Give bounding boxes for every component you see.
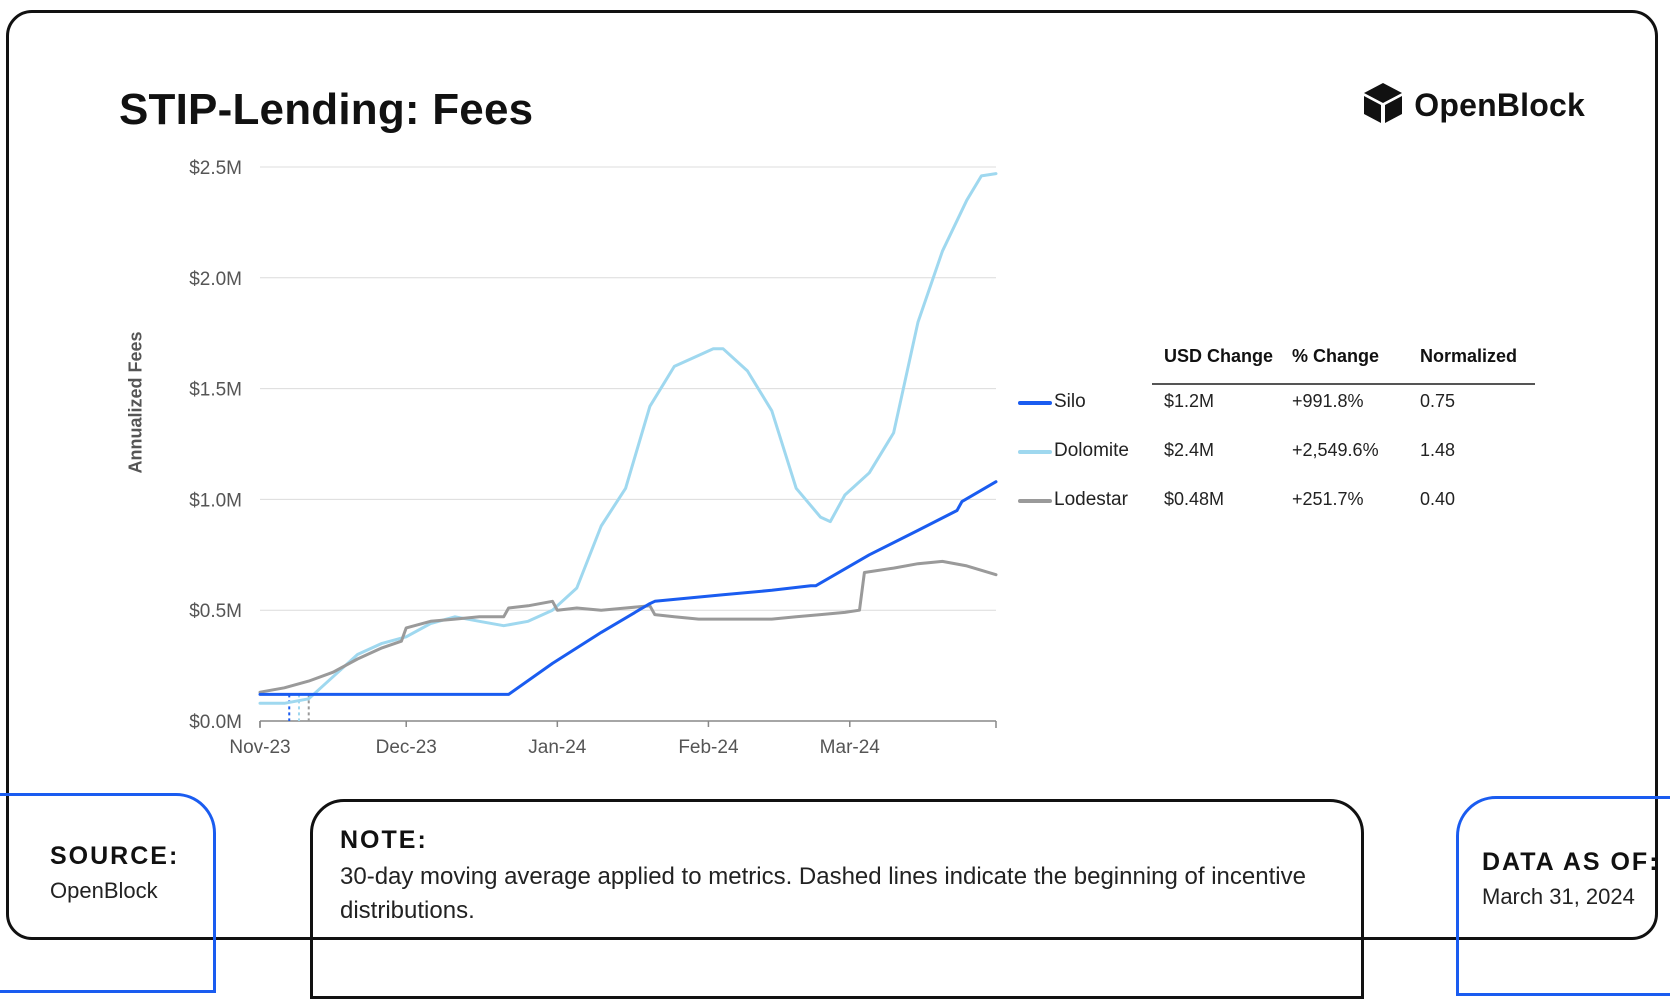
legend-swatch — [1018, 401, 1052, 405]
source-label: SOURCE: — [50, 842, 180, 870]
normalized-cell: 0.40 — [1420, 489, 1456, 509]
legend-label: Dolomite — [1054, 440, 1129, 461]
cube-icon — [1362, 81, 1404, 130]
brand-name: OpenBlock — [1414, 87, 1585, 123]
col-header-usd-change: USD Change — [1164, 346, 1274, 366]
col-header-pct-change: % Change — [1292, 346, 1380, 366]
normalized-cell: 0.75 — [1420, 391, 1456, 411]
usd-change-cell: $1.2M — [1164, 391, 1215, 411]
source-value: OpenBlock — [50, 878, 158, 903]
asof-label: DATA AS OF: — [1482, 848, 1660, 876]
usd-change-cell: $0.48M — [1164, 489, 1225, 509]
table-header-rule — [1152, 383, 1535, 385]
legend-swatch — [1018, 499, 1052, 503]
legend-row-dolomite: Dolomite $2.4M +2,549.6% 1.48 — [1018, 437, 1538, 467]
note-label: NOTE: — [340, 826, 428, 854]
pct-change-cell: +991.8% — [1292, 391, 1364, 411]
col-header-normalized: Normalized — [1420, 346, 1518, 366]
legend-label: Lodestar — [1054, 489, 1128, 510]
legend-label: Silo — [1054, 391, 1086, 412]
asof-value: March 31, 2024 — [1482, 884, 1635, 909]
note-text: 30-day moving average applied to metrics… — [340, 863, 1306, 924]
page-title: STIP-Lending: Fees — [119, 85, 534, 134]
usd-change-cell: $2.4M — [1164, 440, 1215, 460]
legend-row-lodestar: Lodestar $0.48M +251.7% 0.40 — [1018, 486, 1538, 516]
legend-row-silo: Silo $1.2M +991.8% 0.75 — [1018, 388, 1538, 418]
pct-change-cell: +2,549.6% — [1292, 440, 1379, 460]
legend-swatch — [1018, 450, 1052, 454]
brand-logo: OpenBlock — [1362, 81, 1585, 130]
pct-change-cell: +251.7% — [1292, 489, 1364, 509]
y-axis-label: Annualized Fees — [125, 331, 146, 474]
normalized-cell: 1.48 — [1420, 440, 1456, 460]
